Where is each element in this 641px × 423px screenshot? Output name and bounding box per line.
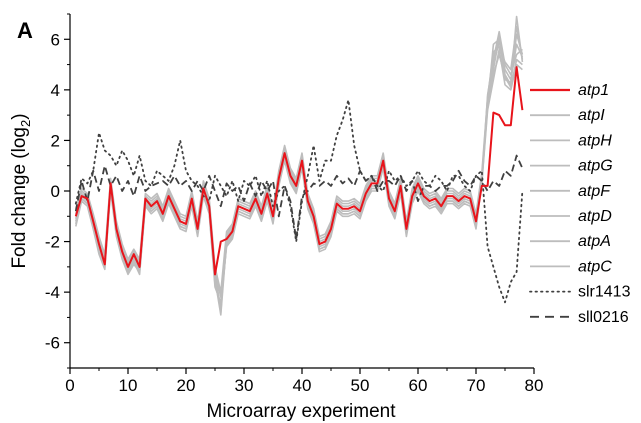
series-line-atpa [75,53,523,306]
series-line-atp1 [74,66,524,276]
legend-label-atpc: atpC [578,258,612,275]
legend-label-atpi: atpI [578,107,605,124]
y-axis-label-subscript: 2 [18,120,33,127]
legend-label-atpg: atpG [578,158,613,175]
y-tick-label: 6 [51,30,60,49]
y-tick-group: 6 4 2 0 -2 -4 -6 [45,13,70,369]
y-tick-label: -4 [45,283,60,302]
legend-label-atpa: atpA [578,233,611,250]
y-tick-label: 4 [51,81,60,100]
series-line-slr1413 [74,99,524,304]
y-axis-label-close: ) [9,113,30,119]
series-line-atpc [75,25,524,293]
series-line-sll0216 [74,154,524,240]
x-tick-label: 0 [65,376,74,395]
legend-label-atpd: atpD [578,208,612,225]
x-tick-label: 50 [351,376,370,395]
y-tick-label: 0 [51,182,60,201]
y-tick-label: -2 [45,233,60,252]
y-axis-label-main: Fold change (log [9,127,30,269]
x-axis-label: Microarray experiment [207,401,397,422]
legend-label-slr1413: slr1413 [578,284,631,301]
legend-label-atp1: atp1 [578,82,609,99]
x-tick-label: 10 [119,376,138,395]
x-tick-label: 40 [293,376,312,395]
legend-label-atph: atpH [578,132,612,149]
x-tick-label: 80 [525,376,544,395]
legend: atp1 atpI atpH atpG atpF atpD atpA atpC slr1413 s… [529,82,631,326]
x-tick-group: 0 10 20 30 40 50 60 70 80 [65,368,543,395]
x-tick-label: 60 [409,376,428,395]
y-axis-label: Fold change (log2) [9,113,33,268]
series-layer [74,15,524,316]
legend-label-atpf: atpF [578,183,611,200]
y-tick-label: -6 [45,334,60,353]
x-tick-label: 30 [235,376,254,395]
y-tick-label: 2 [51,131,60,150]
x-tick-label: 20 [177,376,196,395]
x-tick-label: 70 [467,376,486,395]
legend-label-sll0216: sll0216 [578,309,629,326]
panel-label: A [17,18,33,43]
